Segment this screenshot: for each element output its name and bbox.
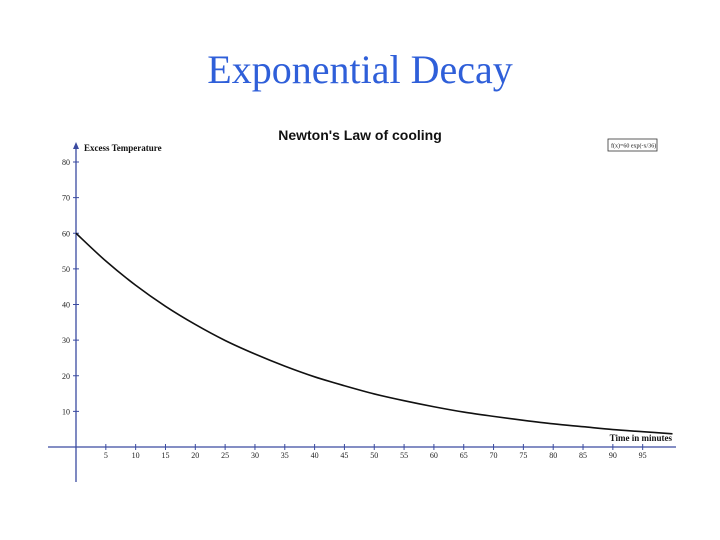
y-axis-label: Excess Temperature	[84, 143, 162, 153]
y-tick-label-60: 60	[62, 229, 70, 238]
y-axis-arrow	[73, 142, 79, 149]
x-tick-label-25: 25	[221, 451, 229, 460]
x-tick-label-5: 5	[104, 451, 108, 460]
y-tick-label-80: 80	[62, 158, 70, 167]
y-tick-label-40: 40	[62, 301, 70, 310]
x-tick-label-45: 45	[340, 451, 348, 460]
series-line-cooling	[75, 232, 673, 435]
x-tick-label-20: 20	[191, 451, 199, 460]
y-tick-label-20: 20	[62, 372, 70, 381]
x-tick-label-15: 15	[161, 451, 169, 460]
x-tick-label-35: 35	[281, 451, 289, 460]
x-tick-label-55: 55	[400, 451, 408, 460]
x-tick-label-10: 10	[132, 451, 140, 460]
x-tick-label-90: 90	[609, 451, 617, 460]
legend-entry: f(x)=60 exp(-x/36)	[611, 143, 656, 150]
x-tick-label-75: 75	[519, 451, 527, 460]
y-tick-label-30: 30	[62, 336, 70, 345]
y-tick-label-70: 70	[62, 194, 70, 203]
x-tick-label-65: 65	[460, 451, 468, 460]
slide-title: Exponential Decay	[207, 47, 513, 92]
y-tick-label-10: 10	[62, 407, 70, 416]
x-tick-label-70: 70	[490, 451, 498, 460]
x-tick-label-60: 60	[430, 451, 438, 460]
y-tick-label-50: 50	[62, 265, 70, 274]
legend-box	[607, 138, 658, 152]
x-tick-label-40: 40	[311, 451, 319, 460]
chart-title: Newton's Law of cooling	[278, 127, 442, 143]
x-tick-label-85: 85	[579, 451, 587, 460]
x-axis-label: Time in minutes	[610, 433, 673, 443]
x-tick-label-50: 50	[370, 451, 378, 460]
x-tick-label-95: 95	[639, 451, 647, 460]
x-tick-label-80: 80	[549, 451, 557, 460]
x-tick-label-30: 30	[251, 451, 259, 460]
